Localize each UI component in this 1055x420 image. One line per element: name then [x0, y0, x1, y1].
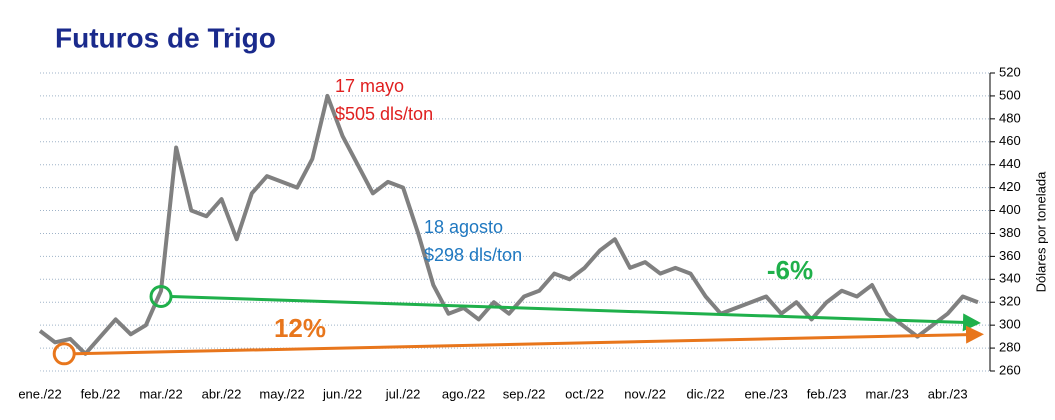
x-tick-label: nov./22 [624, 386, 666, 401]
y-axis-title: Dólares por tonelada [1033, 171, 1048, 292]
trend-label: 12% [274, 313, 326, 343]
trend-line [74, 325, 984, 356]
x-tick-label: ene./22 [18, 386, 61, 401]
x-tick-label: mar./22 [139, 386, 182, 401]
annotation: $505 dls/ton [335, 104, 433, 124]
y-tick-label: 280 [999, 340, 1021, 355]
x-tick-label: oct./22 [565, 386, 604, 401]
y-tick-label: 320 [999, 294, 1021, 309]
y-tick-label: 300 [999, 317, 1021, 332]
x-tick-label: feb./22 [81, 386, 121, 401]
x-tick-label: jun./22 [322, 386, 362, 401]
y-tick-label: 480 [999, 110, 1021, 125]
y-tick-label: 380 [999, 225, 1021, 240]
x-tick-label: dic./22 [686, 386, 724, 401]
trend-start [52, 342, 76, 366]
y-tick-label: 360 [999, 248, 1021, 263]
x-tick-label: ene./23 [744, 386, 787, 401]
price-line [38, 93, 979, 356]
y-tick-label: 260 [999, 362, 1021, 377]
annotation: $298 dls/ton [424, 245, 522, 265]
y-tick-label: 440 [999, 156, 1021, 171]
annotation: 18 agosto [424, 217, 503, 237]
trend-start [149, 285, 173, 308]
y-tick-label: 520 [999, 64, 1021, 79]
x-tick-label: feb./23 [807, 386, 847, 401]
x-tick-label: jul./22 [385, 386, 421, 401]
y-tick-label: 400 [999, 202, 1021, 217]
y-tick-label: 460 [999, 133, 1021, 148]
y-tick-label: 420 [999, 179, 1021, 194]
x-tick-label: abr./22 [202, 386, 242, 401]
trend-label: -6% [767, 255, 813, 285]
x-tick-label: abr./23 [928, 386, 968, 401]
x-tick-label: sep./22 [503, 386, 546, 401]
annotation: 17 mayo [335, 76, 404, 96]
x-tick-label: mar./23 [865, 386, 908, 401]
x-tick-label: may./22 [259, 386, 304, 401]
trend-line [170, 295, 981, 332]
x-tick-label: ago./22 [442, 386, 485, 401]
y-tick-label: 500 [999, 87, 1021, 102]
y-tick-label: 340 [999, 271, 1021, 286]
chart-title: Futuros de Trigo [55, 22, 276, 53]
